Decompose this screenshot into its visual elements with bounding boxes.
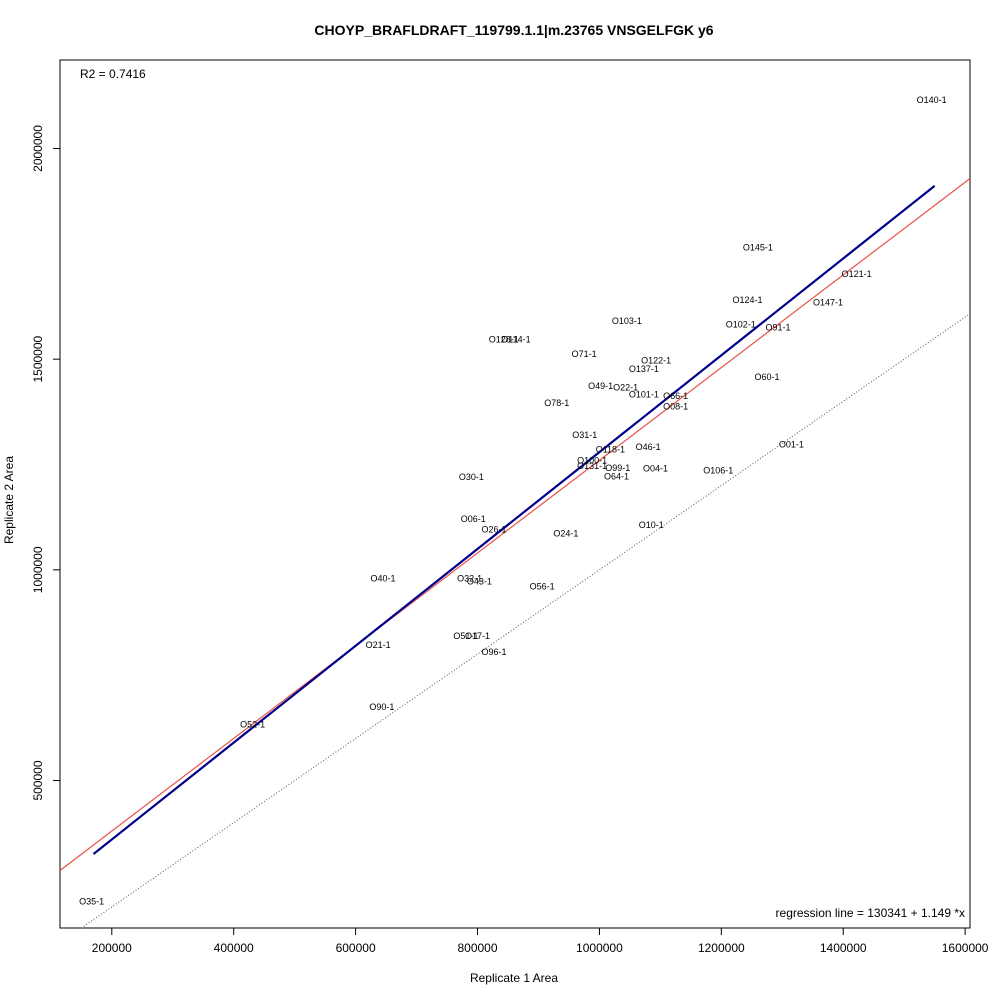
x-tick-label: 1000000 bbox=[576, 941, 623, 955]
x-tick-label: 600000 bbox=[336, 941, 376, 955]
point-label: O101-1 bbox=[629, 390, 659, 400]
point-label: O137-1 bbox=[629, 364, 659, 374]
point-label: O140-1 bbox=[917, 95, 947, 105]
point-label: O22-1 bbox=[613, 382, 638, 392]
point-label: O103-1 bbox=[612, 316, 642, 326]
y-axis: 500000 1000000 1500000 2000000 bbox=[31, 125, 61, 801]
point-label: O17-1 bbox=[465, 631, 490, 641]
point-label: O96-1 bbox=[481, 647, 506, 657]
point-label: O24-1 bbox=[553, 529, 578, 539]
point-label: O131-1 bbox=[577, 461, 607, 471]
point-label: O21-1 bbox=[366, 640, 391, 650]
chart-title: CHOYP_BRAFLDRAFT_119799.1.1|m.23765 VNSG… bbox=[314, 22, 713, 38]
point-label: O78-1 bbox=[544, 398, 569, 408]
point-label: O90-1 bbox=[369, 702, 394, 712]
x-tick-label: 200000 bbox=[92, 941, 132, 955]
point-label: O35-1 bbox=[79, 896, 104, 906]
point-label: O122-1 bbox=[641, 355, 671, 365]
point-label: O32-1 bbox=[457, 573, 482, 583]
regression-line bbox=[92, 185, 936, 855]
y-tick-label: 2000000 bbox=[31, 125, 45, 172]
point-label: O56-1 bbox=[530, 582, 555, 592]
point-label: O147-1 bbox=[813, 297, 843, 307]
x-tick-label: 400000 bbox=[214, 941, 254, 955]
point-label: O49-1 bbox=[588, 381, 613, 391]
y-tick-label: 1500000 bbox=[31, 335, 45, 382]
y-tick-label: 1000000 bbox=[31, 546, 45, 593]
x-tick-label: 1200000 bbox=[698, 941, 745, 955]
r2-annotation: R2 = 0.7416 bbox=[80, 67, 146, 81]
point-label: O145-1 bbox=[743, 243, 773, 253]
reference-line bbox=[59, 178, 971, 871]
identity-line bbox=[81, 313, 971, 929]
point-label: O40-1 bbox=[371, 573, 396, 583]
point-label: O99-1 bbox=[605, 463, 630, 473]
lines-layer bbox=[59, 178, 971, 929]
point-label: O118-1 bbox=[596, 444, 625, 454]
point-labels-layer: O140-1 O145-1 O121-1 O124-1 O147-1 O103-1 O102… bbox=[79, 95, 946, 906]
y-tick-label: 500000 bbox=[31, 760, 45, 800]
point-label: O52-1 bbox=[240, 719, 265, 729]
point-label: O51-1 bbox=[453, 631, 478, 641]
point-label: O100-1 bbox=[577, 456, 607, 466]
point-label: O08-1 bbox=[663, 401, 688, 411]
x-axis: 200000 400000 600000 800000 1000000 1200000 14… bbox=[92, 927, 989, 955]
x-axis-label: Replicate 1 Area bbox=[470, 971, 558, 985]
point-label: O91-1 bbox=[765, 323, 790, 333]
point-label: O64-1 bbox=[604, 471, 629, 481]
point-label: O06-1 bbox=[461, 514, 486, 524]
point-label: O31-1 bbox=[572, 430, 597, 440]
point-label: O10-1 bbox=[639, 520, 664, 530]
point-label: O26-1 bbox=[481, 524, 506, 534]
x-tick-label: 1600000 bbox=[942, 941, 989, 955]
point-label: O60-1 bbox=[755, 372, 780, 382]
point-label: O04-1 bbox=[643, 464, 668, 474]
point-label: O46-1 bbox=[636, 442, 661, 452]
point-label: O121-1 bbox=[842, 269, 872, 279]
regression-annotation: regression line = 130341 + 1.149 *x bbox=[776, 906, 965, 920]
point-label: O71-1 bbox=[572, 349, 597, 359]
point-label: O114-1 bbox=[501, 334, 530, 344]
point-label: O01-1 bbox=[779, 439, 804, 449]
x-tick-label: 800000 bbox=[457, 941, 497, 955]
y-axis-label: Replicate 2 Area bbox=[2, 456, 16, 544]
point-label: O124-1 bbox=[733, 295, 763, 305]
point-label: O30-1 bbox=[459, 472, 484, 482]
point-label: O43-1 bbox=[467, 577, 492, 587]
x-tick-label: 1400000 bbox=[820, 941, 867, 955]
point-label: O128-1 bbox=[489, 334, 519, 344]
point-label: O102-1 bbox=[726, 320, 756, 330]
point-label: O106-1 bbox=[703, 465, 733, 475]
point-label: O66-1 bbox=[663, 391, 688, 401]
